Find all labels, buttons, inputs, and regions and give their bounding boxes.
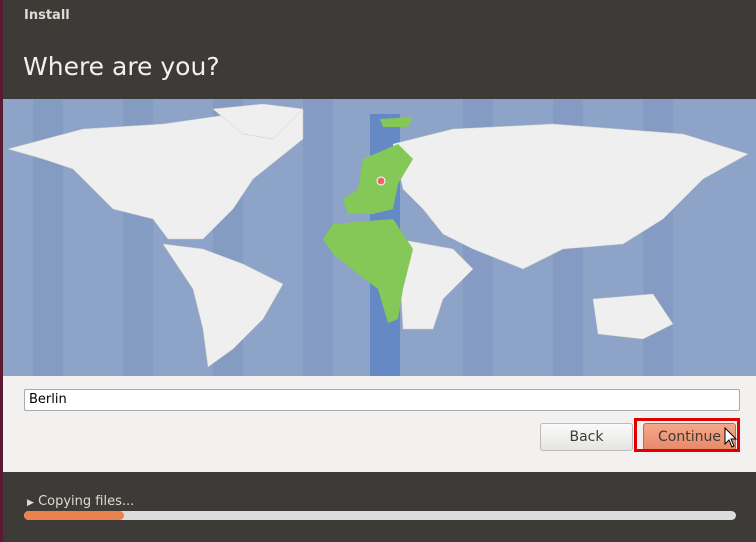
mouse-cursor-icon <box>724 427 738 448</box>
timezone-map[interactable] <box>3 99 756 376</box>
window-title: Install <box>24 8 70 23</box>
expander-triangle-icon: ▶ <box>27 498 34 508</box>
progress-label[interactable]: ▶ Copying files... <box>27 494 134 509</box>
location-input[interactable]: Berlin <box>24 389 740 411</box>
location-panel: Berlin Back Continue <box>3 376 756 472</box>
continue-button[interactable]: Continue <box>643 423 736 451</box>
installer-window: Install Where are you? Berlin Back Conti… <box>3 0 756 542</box>
page-title: Where are you? <box>23 52 220 81</box>
highlight-box <box>634 418 740 452</box>
location-pin-icon <box>376 176 386 186</box>
progress-bar <box>24 511 736 520</box>
progress-fill <box>24 511 124 520</box>
progress-text: Copying files... <box>38 494 135 509</box>
back-button[interactable]: Back <box>540 423 633 451</box>
